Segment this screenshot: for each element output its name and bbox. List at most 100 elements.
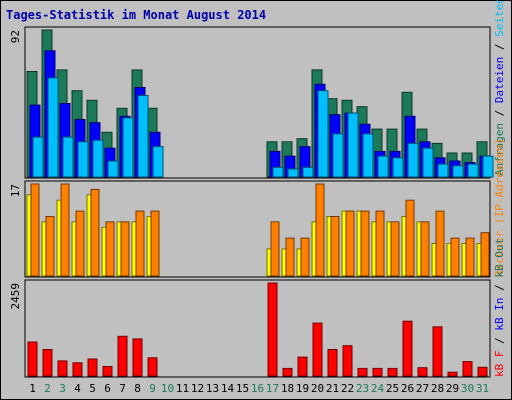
x-tick-label-2: 2 [44,382,51,395]
bar-rechner-ip-adressen--day-3 [60,183,70,277]
bar-rechner-ip-adressen--day-24 [375,210,385,277]
bar-kb-f-day-17 [267,282,278,377]
x-tick-label-28: 28 [431,382,444,395]
x-tick-label-27: 27 [416,382,429,395]
x-tick-label-17: 17 [266,382,279,395]
panel-2-max-label: 17 [9,184,22,197]
panel-1-max-label: 92 [9,30,22,43]
x-tick-label-8: 8 [134,382,141,395]
x-tick-label-26: 26 [401,382,414,395]
x-tick-label-15: 15 [236,382,249,395]
bar-seiten-day-24 [377,155,389,178]
x-tick-label-24: 24 [371,382,385,395]
bar-kb-f-day-25 [387,367,398,377]
bar-kb-f-day-5 [87,358,98,377]
bar-kb-f-day-21 [327,349,338,377]
legend-entry-2-1: Rechner (IP-Adressen) [493,138,506,277]
bar-rechner-ip-adressen--day-28 [435,210,445,277]
bar-seiten-day-28 [437,163,449,178]
bar-kb-f-day-26 [402,320,413,377]
bar-seiten-day-2 [47,77,59,178]
x-tick-label-16: 16 [251,382,264,395]
bar-rechner-ip-adressen--day-20 [315,183,325,277]
bar-seiten-day-31 [482,155,494,178]
bar-seiten-day-29 [452,165,464,178]
bar-seiten-day-22 [347,112,359,178]
bar-rechner-ip-adressen--day-2 [45,216,55,277]
bar-seiten-day-23 [362,133,374,178]
bar-kb-f-day-4 [72,362,83,377]
bar-seiten-day-3 [62,136,74,178]
x-tick-label-3: 3 [59,382,66,395]
bar-rechner-ip-adressen--day-5 [90,188,100,277]
x-tick-label-11: 11 [176,382,189,395]
x-tick-label-23: 23 [356,382,369,395]
x-tick-label-9: 9 [149,382,156,395]
bar-rechner-ip-adressen--day-17 [270,221,280,277]
panel-3-max-label: 2459 [9,283,22,310]
legend-entry-1-5: Seiten [493,0,506,37]
bar-kb-f-day-27 [417,367,428,377]
bar-rechner-ip-adressen--day-21 [330,216,340,277]
bar-rechner-ip-adressen--day-27 [420,221,430,277]
bar-kb-f-day-9 [147,357,158,377]
bar-seiten-day-26 [407,142,419,178]
bar-rechner-ip-adressen--day-19 [300,237,310,277]
bar-kb-f-day-18 [282,367,293,377]
x-tick-label-31: 31 [476,382,489,395]
legend-entry-1-3: Dateien [493,57,506,103]
legend-entry-3-5: kB Out [493,238,506,278]
x-tick-label-6: 6 [104,382,111,395]
x-tick-label-29: 29 [446,382,459,395]
bar-rechner-ip-adressen--day-8 [135,210,145,277]
legend-entry-3-3: kB In [493,298,506,331]
x-tick-label-1: 1 [29,382,36,395]
x-tick-label-18: 18 [281,382,294,395]
bar-kb-f-day-29 [447,371,458,377]
x-tick-label-7: 7 [119,382,126,395]
bar-rechner-ip-adressen--day-6 [105,221,115,277]
chart-title: Tages-Statistik im Monat August 2014 [6,8,267,22]
bar-seiten-day-18 [287,168,299,178]
bar-seiten-day-30 [467,163,479,178]
bar-kb-f-day-8 [132,338,143,377]
x-tick-label-30: 30 [461,382,474,395]
x-tick-label-19: 19 [296,382,309,395]
x-tick-label-14: 14 [221,382,235,395]
x-tick-label-12: 12 [191,382,204,395]
bar-seiten-day-9 [152,146,164,178]
bar-seiten-day-19 [302,166,314,178]
side-legend-3: kB F / kB In / kB Out [493,238,506,377]
bar-kb-f-day-22 [342,345,353,377]
bar-rechner-ip-adressen--day-18 [285,237,295,277]
bar-kb-f-day-6 [102,366,113,377]
bar-rechner-ip-adressen--day-23 [360,210,370,277]
bar-kb-f-day-2 [42,349,53,377]
bar-seiten-day-25 [392,157,404,178]
bar-kb-f-day-20 [312,322,323,377]
x-tick-label-13: 13 [206,382,219,395]
x-tick-label-5: 5 [89,382,96,395]
x-tick-label-20: 20 [311,382,324,395]
bar-kb-f-day-7 [117,335,128,377]
bar-seiten-day-1 [32,136,44,178]
bar-seiten-day-5 [92,139,104,178]
bar-seiten-day-17 [272,166,284,178]
legend-entry-3-1: kB F [493,351,506,378]
bar-seiten-day-20 [317,90,329,178]
bar-kb-f-day-19 [297,356,308,377]
bar-rechner-ip-adressen--day-4 [75,210,85,277]
legend-entry-1-2: / [493,103,506,123]
legend-entry-1-1: Anfragen [493,123,506,176]
bar-kb-f-day-31 [477,366,488,377]
legend-entry-3-4: / [493,278,506,298]
bar-kb-f-day-1 [27,341,38,377]
bar-rechner-ip-adressen--day-9 [150,210,160,277]
bar-kb-f-day-30 [462,361,473,377]
side-legend-1: Anfragen / Dateien / Seiten / Besuche [493,0,506,176]
bar-rechner-ip-adressen--day-29 [450,237,460,277]
bar-seiten-day-27 [422,147,434,178]
bar-rechner-ip-adressen--day-30 [465,237,475,277]
bar-kb-f-day-28 [432,326,443,377]
bar-rechner-ip-adressen--day-22 [345,210,355,277]
